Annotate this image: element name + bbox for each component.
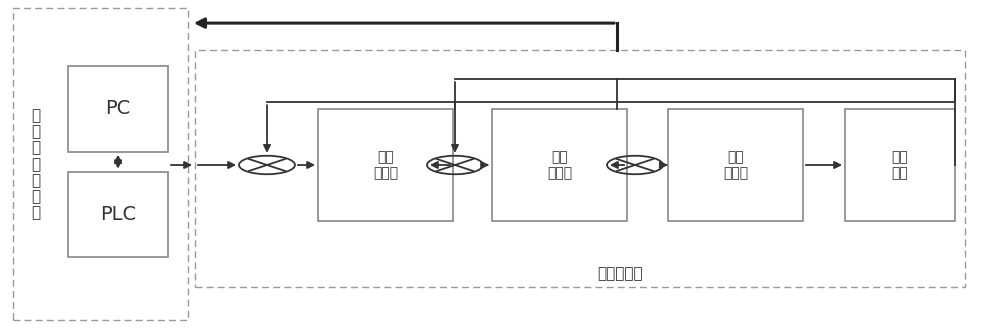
Bar — [195, 50, 965, 287]
Bar — [845, 109, 955, 221]
Text: 伺服
电机: 伺服 电机 — [892, 150, 908, 180]
Bar — [492, 109, 627, 221]
Text: PC: PC — [105, 99, 131, 118]
Text: 电流
控制器: 电流 控制器 — [723, 150, 748, 180]
Bar — [668, 109, 803, 221]
Bar — [13, 8, 188, 320]
Bar — [68, 172, 168, 257]
Text: 伺服驱动器: 伺服驱动器 — [597, 266, 643, 281]
Text: PLC: PLC — [100, 205, 136, 224]
Bar — [318, 109, 453, 221]
Text: 神
经
网
络
控
制
器: 神 经 网 络 控 制 器 — [31, 108, 41, 220]
Text: 速度
控制器: 速度 控制器 — [547, 150, 572, 180]
Text: 位置
控制器: 位置 控制器 — [373, 150, 398, 180]
Bar — [68, 66, 168, 152]
